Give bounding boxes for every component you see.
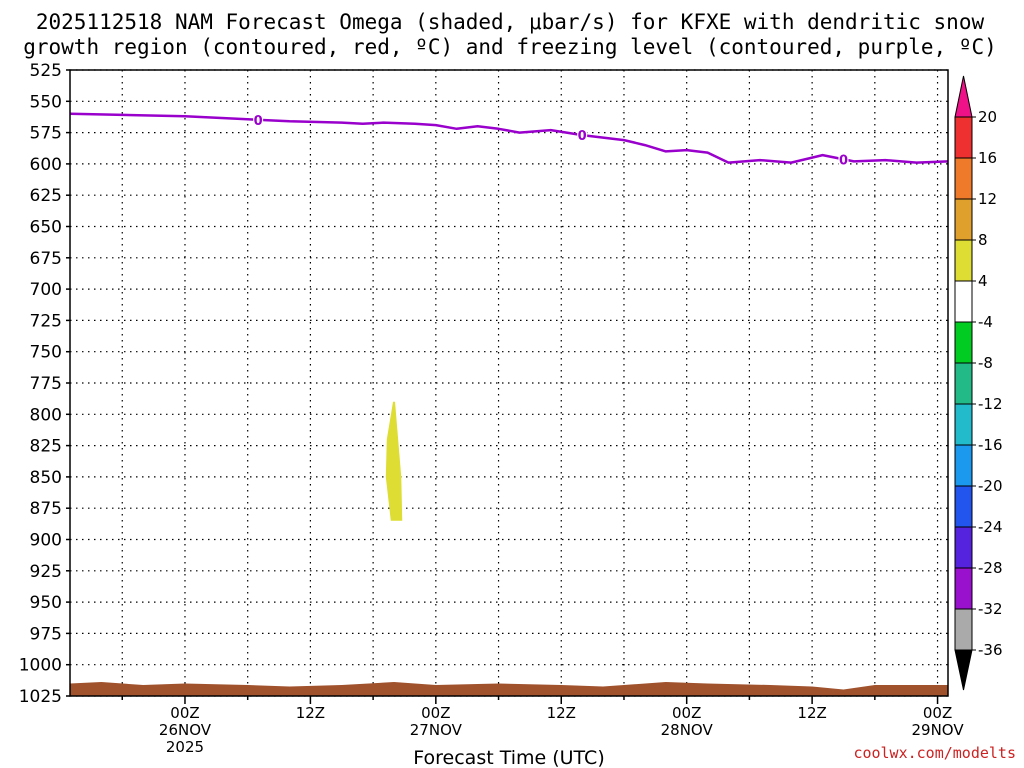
colorbar-segment: [954, 239, 973, 282]
omega-shaded-region: [385, 401, 403, 521]
x-tick-label: 28NOV: [661, 721, 714, 739]
y-tick-label: 775: [30, 374, 62, 394]
y-tick-label: 700: [30, 280, 62, 300]
x-tick-label: 27NOV: [410, 721, 463, 739]
y-tick-label: 575: [30, 124, 62, 144]
y-tick-label: 1025: [19, 687, 62, 707]
colorbar-label: 8: [978, 231, 988, 249]
colorbar-segment: [954, 280, 973, 323]
x-tick-label: 26NOV: [159, 721, 212, 739]
y-tick-label: 975: [30, 624, 62, 644]
colorbar-segment: [954, 116, 973, 159]
freezing-level-contour-label: 0: [254, 114, 263, 129]
colorbar-label: 20: [978, 108, 997, 126]
terrain-fill: [70, 682, 948, 696]
plot-area: 0 0 0: [69, 69, 949, 697]
colorbar-segment: [954, 157, 973, 200]
y-tick-label: 925: [30, 562, 62, 582]
contour-label-bg: [577, 127, 588, 143]
y-tick-label: 625: [30, 186, 62, 206]
colorbar-label: 12: [978, 190, 997, 208]
y-axis-ticks: 525 550 575 600 625 650 675 700 725 750 775 800 825 8…: [19, 61, 70, 707]
freezing-level-contour-label: 0: [578, 129, 587, 144]
x-axis-label: Forecast Time (UTC): [413, 747, 604, 768]
x-tick-label: 00Z: [672, 704, 701, 722]
chart-title-line-1: 2025112518 NAM Forecast Omega (shaded, μ…: [36, 10, 985, 34]
x-tick-label: 00Z: [170, 704, 199, 722]
y-tick-label: 1000: [19, 656, 62, 676]
colorbar-segment: [954, 444, 973, 487]
colorbar-label: -20: [978, 477, 1003, 495]
colorbar-segment: [954, 485, 973, 528]
y-tick-label: 950: [30, 593, 62, 613]
y-tick-label: 800: [30, 405, 62, 425]
colorbar-label: -36: [978, 641, 1003, 659]
x-tick-label: 00Z: [923, 704, 952, 722]
y-tick-label: 750: [30, 343, 62, 363]
contour-label-bg: [253, 111, 264, 127]
x-tick-label: 12Z: [797, 704, 826, 722]
colorbar-label: -28: [978, 559, 1003, 577]
x-tick-label: 00Z: [421, 704, 450, 722]
freezing-level-contour-label: 0: [839, 153, 848, 168]
x-tick-label: 29NOV: [911, 721, 964, 739]
y-tick-label: 525: [30, 61, 62, 81]
colorbar-segment: [954, 608, 973, 651]
y-tick-label: 675: [30, 249, 62, 269]
colorbar-segment: [954, 526, 973, 569]
colorbar-max-arrow: [954, 75, 973, 118]
y-tick-label: 875: [30, 499, 62, 519]
y-tick-label: 900: [30, 531, 62, 551]
colorbar-label: -24: [978, 518, 1003, 536]
colorbar-legend: 20 16 12 8 4 -4 -8 -12 -16 -20 -24 -28 -32 -36: [954, 75, 1003, 691]
colorbar-segment: [954, 567, 973, 610]
colorbar-min-arrow: [954, 649, 973, 691]
colorbar-segment: [954, 403, 973, 446]
credit-text: coolwx.com/modelts: [853, 744, 1016, 762]
colorbar-label: 4: [978, 272, 988, 290]
colorbar-label: -12: [978, 395, 1003, 413]
y-tick-label: 600: [30, 155, 62, 175]
freezing-level-line: [69, 112, 949, 164]
x-tick-label: 2025: [166, 738, 204, 756]
contour-label-bg: [838, 151, 849, 167]
x-tick-label: 12Z: [296, 704, 325, 722]
y-tick-label: 725: [30, 311, 62, 331]
colorbar-label: -4: [978, 313, 993, 331]
y-tick-label: 650: [30, 218, 62, 238]
x-tick-label: 12Z: [547, 704, 576, 722]
colorbar-segment: [954, 362, 973, 405]
colorbar-segment: [954, 321, 973, 364]
colorbar-label: -8: [978, 354, 993, 372]
y-tick-label: 825: [30, 437, 62, 457]
colorbar-label: -32: [978, 600, 1003, 618]
colorbar-label: -16: [978, 436, 1003, 454]
y-tick-label: 850: [30, 468, 62, 488]
y-tick-label: 550: [30, 92, 62, 112]
colorbar-label: 16: [978, 149, 997, 167]
chart-title-line-2: growth region (contoured, red, ºC) and f…: [23, 35, 997, 59]
colorbar-segment: [954, 198, 973, 241]
